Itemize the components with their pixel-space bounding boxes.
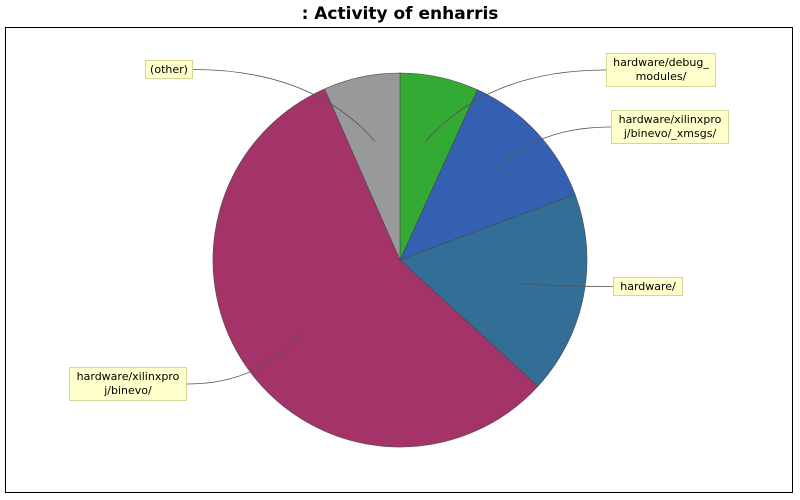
leader-line [488, 126, 612, 178]
leader-lines [186, 69, 614, 385]
leader-line [186, 330, 302, 385]
leader-line [192, 69, 376, 142]
slice-label: hardware/ [613, 277, 683, 296]
pie-slice [399, 194, 588, 387]
pie-slice [212, 88, 539, 448]
pie-slice [324, 72, 401, 261]
slice-label: hardware/xilinxpro j/binevo/ [69, 367, 187, 401]
slice-label: hardware/debug_ modules/ [606, 53, 716, 87]
pie-slices [212, 72, 588, 448]
pie-slice [399, 89, 576, 261]
leader-line [425, 69, 607, 142]
leader-line [519, 282, 614, 287]
slice-label: hardware/xilinxpro j/binevo/_xmsgs/ [611, 110, 729, 144]
chart-title: : Activity of enharris [301, 4, 499, 24]
slice-label: (other) [145, 60, 193, 79]
